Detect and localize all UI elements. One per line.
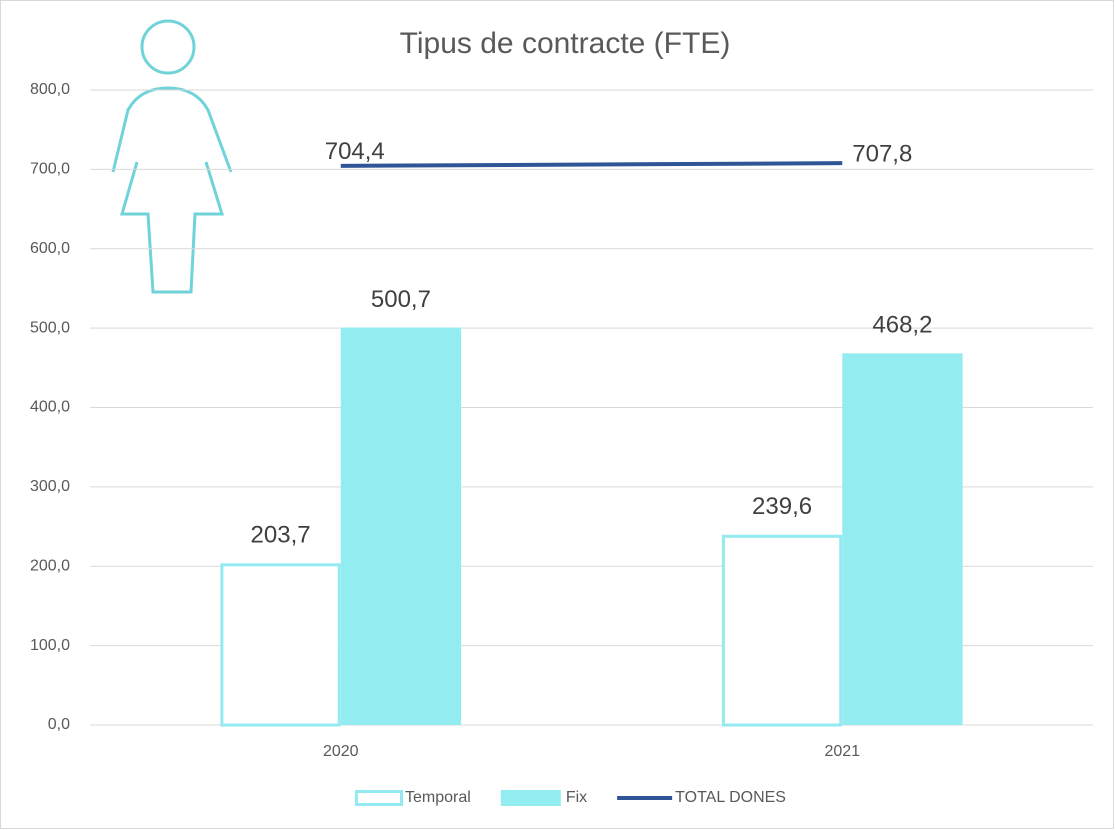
data-label: 707,8 <box>852 141 912 168</box>
legend-swatch <box>355 790 403 806</box>
legend-label: Fix <box>566 789 587 806</box>
y-tick-label: 0,0 <box>48 716 70 733</box>
y-tick-label: 600,0 <box>30 240 70 257</box>
chart-title: Tipus de contracte (FTE) <box>400 27 731 60</box>
bar <box>842 353 963 725</box>
data-label: 468,2 <box>872 312 932 339</box>
y-tick-label: 700,0 <box>30 161 70 178</box>
legend-label: TOTAL DONES <box>675 789 786 806</box>
legend-label: Temporal <box>405 789 471 806</box>
woman-icon <box>111 19 233 294</box>
x-tick-label: 2020 <box>323 743 359 760</box>
bar <box>220 563 341 727</box>
line <box>340 161 843 168</box>
y-tick-label: 500,0 <box>30 319 70 336</box>
bar <box>340 327 462 725</box>
data-label: 704,4 <box>325 138 385 165</box>
y-tick-label: 400,0 <box>30 399 70 416</box>
y-tick-label: 800,0 <box>30 81 70 98</box>
legend-swatch <box>500 790 561 806</box>
data-label: 500,7 <box>371 286 431 313</box>
y-tick-label: 200,0 <box>30 557 70 574</box>
y-tick-label: 100,0 <box>30 637 70 654</box>
bar <box>721 534 843 727</box>
data-label: 203,7 <box>251 522 311 549</box>
x-tick-label: 2021 <box>824 743 860 760</box>
y-tick-label: 300,0 <box>30 478 70 495</box>
data-label: 239,6 <box>752 493 812 520</box>
